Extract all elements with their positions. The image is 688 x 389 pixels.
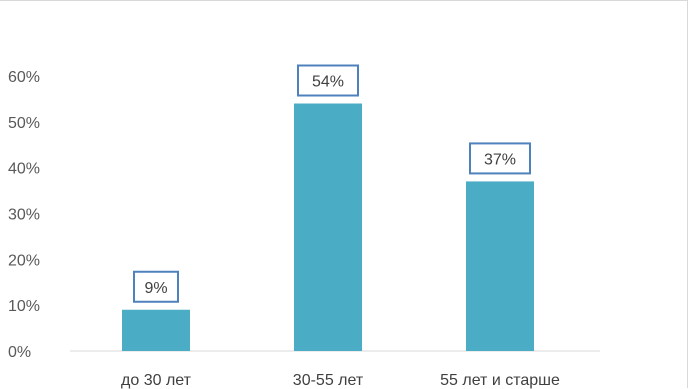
data-label-box [297,64,359,97]
y-axis-ticks: 0% 10% 20% 30% 40% 50% 60% [8,69,40,361]
y-tick-label: 40% [8,161,40,178]
data-label: 37% [484,151,516,168]
data-label-box [133,270,179,303]
y-tick-label: 30% [8,207,40,224]
data-label: 9% [144,280,167,297]
y-tick-label: 20% [8,252,40,269]
y-tick-label: 0% [8,344,31,361]
data-labels: 9% 54% 37% [133,64,531,303]
y-tick-label: 60% [8,69,40,86]
category-labels: до 30 лет 30-55 лет 55 лет и старше [121,372,560,389]
category-label: 55 лет и старше [440,372,560,389]
category-label: 30-55 лет [293,372,364,389]
data-label-box [469,142,531,175]
bar [466,181,534,351]
data-label: 54% [312,74,344,91]
bars [122,103,534,351]
category-label: до 30 лет [121,372,192,389]
bar [294,103,362,351]
y-tick-label: 50% [8,115,40,132]
y-tick-label: 10% [8,298,40,315]
bar [122,309,190,351]
